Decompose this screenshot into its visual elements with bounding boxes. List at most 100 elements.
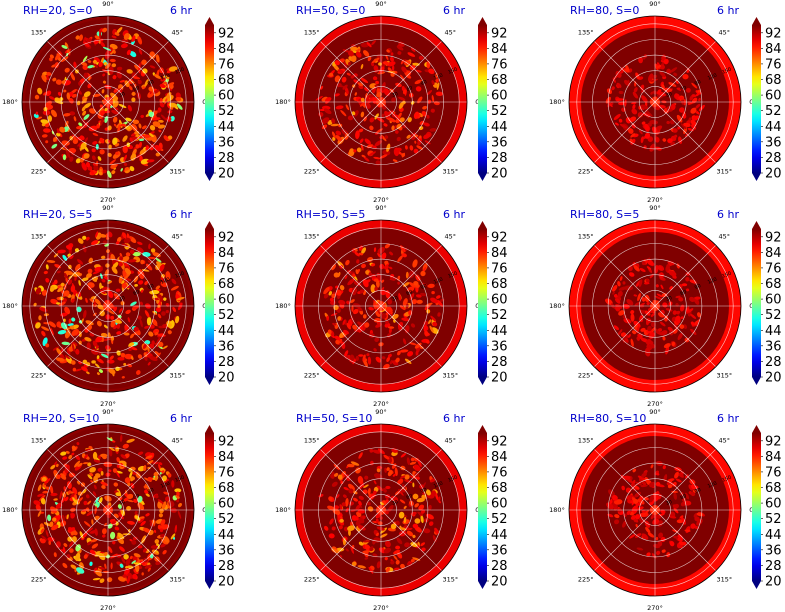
heat-cell	[72, 487, 78, 495]
heat-cell	[52, 136, 58, 142]
heat-cell	[420, 542, 426, 547]
heat-cell	[95, 143, 99, 150]
heat-cell	[350, 315, 354, 324]
heat-cell	[94, 363, 100, 368]
panel-title: RH=80, S=5	[570, 208, 639, 221]
heat-cell	[360, 77, 369, 84]
heat-cell	[678, 297, 684, 302]
heat-cell	[72, 367, 77, 372]
heat-cell	[431, 490, 436, 497]
heat-cell	[113, 482, 119, 487]
heat-cell	[140, 158, 150, 165]
heat-cell	[43, 270, 48, 275]
heat-cell	[117, 496, 123, 501]
heat-cell	[116, 66, 123, 71]
heat-cell	[350, 299, 355, 304]
heat-cell	[638, 57, 644, 64]
heat-cell	[382, 61, 390, 66]
heat-cell	[367, 96, 375, 104]
polar-panel: 3060901201500°45°90°135°180°225°270°315°…	[275, 204, 507, 408]
angle-tick-label: 90°	[375, 0, 387, 8]
heat-cell	[160, 519, 166, 526]
polar-panel: 3060901201500°45°90°135°180°225°270°315°…	[2, 0, 234, 204]
panel-time-label: 6 hr	[443, 208, 465, 221]
heat-cell	[147, 460, 154, 465]
heat-cell	[47, 115, 53, 122]
heat-cell	[638, 517, 643, 523]
heat-cell	[123, 237, 131, 244]
heat-cell	[421, 547, 426, 552]
heat-cell	[328, 533, 335, 539]
heat-cell	[409, 145, 414, 151]
heat-cell	[99, 30, 102, 39]
heat-cell	[101, 255, 106, 260]
heat-cell	[331, 118, 336, 124]
heat-cell	[407, 52, 416, 57]
heat-cell	[39, 494, 46, 501]
heat-cell	[148, 243, 151, 250]
heat-cell	[74, 460, 81, 468]
heat-cell	[669, 119, 675, 125]
heat-cell	[146, 159, 155, 163]
heat-cell	[326, 315, 329, 321]
heat-cell	[363, 540, 371, 543]
heat-cell	[35, 111, 39, 115]
heat-cell	[695, 91, 701, 97]
heat-cell	[613, 294, 618, 298]
heat-cell	[373, 156, 381, 160]
heat-cell	[328, 72, 334, 77]
angle-tick-label: 315°	[442, 371, 458, 379]
heat-cell	[102, 534, 106, 538]
angle-tick-label: 225°	[31, 371, 47, 379]
heat-cell	[358, 128, 364, 133]
heat-cell	[40, 538, 46, 544]
heat-cell	[669, 540, 675, 547]
heat-cell	[659, 321, 666, 327]
angular-gridline	[46, 509, 109, 572]
heat-cell	[677, 544, 681, 549]
heat-cell	[339, 338, 343, 344]
heat-cell	[116, 26, 123, 34]
heat-cell	[82, 245, 87, 253]
heat-cell	[410, 542, 418, 548]
heat-cell	[126, 49, 132, 56]
heat-cell	[107, 280, 113, 284]
heat-cell	[108, 66, 114, 75]
heat-cell	[170, 106, 174, 110]
heat-cell	[115, 151, 119, 156]
heat-cell	[118, 261, 123, 267]
heat-cell	[371, 40, 377, 46]
heat-cell	[431, 290, 435, 295]
heat-cell	[83, 521, 91, 527]
heat-cell	[331, 293, 336, 298]
heat-cell	[347, 354, 351, 360]
heat-cell	[57, 270, 61, 274]
colorbar-tick-label: 76	[218, 261, 235, 276]
heat-cell	[353, 79, 359, 84]
heat-cell	[690, 321, 695, 326]
heat-cell	[336, 289, 342, 296]
heat-cell	[669, 67, 678, 73]
heat-cell	[116, 71, 122, 79]
heat-cell	[132, 536, 138, 541]
angular-gridline	[654, 305, 717, 368]
heat-cell	[42, 490, 49, 494]
heat-cell	[367, 488, 371, 495]
heat-cell	[67, 536, 73, 542]
colorbar-tick-label: 60	[218, 89, 235, 104]
colorbar-tick-label: 28	[765, 355, 782, 370]
heat-cell	[75, 544, 81, 552]
heat-cell	[53, 279, 58, 285]
heat-cell	[353, 73, 358, 78]
heat-cell	[139, 560, 146, 565]
heat-cell	[415, 294, 422, 298]
heat-cell	[395, 130, 399, 134]
angle-tick-label: 270°	[100, 400, 116, 408]
heat-cell	[375, 532, 379, 537]
heat-cell	[167, 330, 172, 335]
heat-cell	[354, 251, 360, 257]
colorbar-tick-label: 28	[491, 151, 508, 166]
heat-cell	[644, 132, 651, 139]
heat-cell	[437, 496, 441, 502]
heat-cell	[667, 484, 673, 489]
